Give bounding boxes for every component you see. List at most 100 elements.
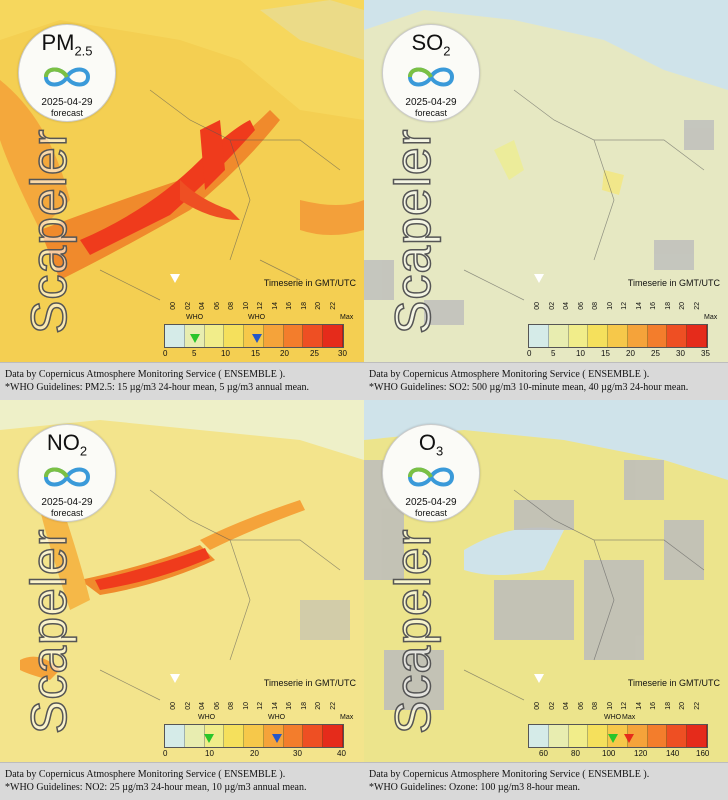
- scale-label: 15: [601, 349, 610, 358]
- footer-who-guidelines: *WHO Guidelines: Ozone: 100 µg/m3 8-hour…: [369, 782, 580, 793]
- watermark: Scapeler: [384, 128, 442, 335]
- timeserie-label: Timeserie in GMT/UTC: [627, 278, 720, 288]
- scale-label: 60: [539, 749, 548, 758]
- so2-colorbar: [528, 324, 708, 348]
- hour-tick: 00: [534, 702, 541, 710]
- hour-tick: 22: [329, 302, 337, 310]
- pm25-badge: PM2.5 2025-04-29 forecast: [18, 24, 116, 122]
- footer-source: Data by Copernicus Atmosphere Monitoring…: [5, 769, 286, 780]
- hour-tick: 18: [300, 302, 308, 310]
- hour-tick: 10: [242, 302, 250, 310]
- timeserie-label: Timeserie in GMT/UTC: [263, 678, 356, 688]
- hour-tick: 02: [184, 302, 192, 310]
- hour-tick: 04: [563, 702, 570, 710]
- pm25-hour-ticks: 00 02 04 06 08 10 12 14 16 18 20 22: [170, 302, 350, 322]
- hour-tick: 16: [286, 302, 293, 310]
- who-marker-blue-icon: [252, 334, 262, 343]
- scale-label: 10: [205, 749, 214, 758]
- hour-tick: 18: [300, 702, 308, 710]
- who-label: WHO: [268, 714, 286, 721]
- scale-label: 15: [251, 349, 260, 358]
- time-marker-icon: [534, 674, 544, 683]
- scale-label: 25: [310, 349, 319, 358]
- scapeler-logo-icon: [407, 467, 455, 487]
- scale-label: 35: [701, 349, 710, 358]
- who-label: WHO: [248, 314, 266, 321]
- no2-footer: Data by Copernicus Atmosphere Monitoring…: [0, 762, 364, 800]
- hour-tick: 20: [679, 302, 686, 310]
- hour-tick: 14: [271, 702, 279, 710]
- pm25-date: 2025-04-29: [41, 97, 93, 109]
- scapeler-logo-icon: [43, 467, 91, 487]
- no2-hour-ticks: 00 02 04 06 08 10 12 14 16 18 20 22: [170, 702, 350, 722]
- o3-colorbar: [528, 724, 708, 748]
- panel-pm25: PM2.5 2025-04-29 forecast Scapeler Times…: [0, 0, 364, 400]
- scapeler-logo-icon: [43, 67, 91, 87]
- who-marker-green-icon: [190, 334, 200, 343]
- max-label: Max: [340, 714, 354, 721]
- panel-no2: NO2 2025-04-29 forecast Scapeler Timeser…: [0, 400, 364, 800]
- hour-tick: 06: [577, 702, 585, 710]
- hour-tick: 22: [693, 302, 701, 310]
- hour-tick: 22: [693, 702, 701, 710]
- so2-badge: SO2 2025-04-29 forecast: [382, 24, 480, 122]
- scale-label: 120: [634, 749, 648, 758]
- no2-date: 2025-04-29: [41, 497, 93, 509]
- footer-who-guidelines: *WHO Guidelines: PM2.5: 15 µg/m3 24-hour…: [5, 382, 309, 393]
- no2-badge: NO2 2025-04-29 forecast: [18, 424, 116, 522]
- footer-source: Data by Copernicus Atmosphere Monitoring…: [369, 769, 650, 780]
- pm25-forecast-label: forecast: [50, 108, 83, 119]
- pm25-map: [0, 0, 364, 362]
- time-marker-icon: [170, 674, 180, 683]
- hour-tick: 16: [650, 302, 657, 310]
- hour-tick: 10: [606, 302, 614, 310]
- timeserie-label: Timeserie in GMT/UTC: [263, 278, 356, 288]
- scale-label: 80: [571, 749, 580, 758]
- no2-pollutant-label: NO2: [46, 430, 88, 459]
- hour-tick: 18: [664, 302, 672, 310]
- hour-tick: 22: [329, 702, 337, 710]
- footer-source: Data by Copernicus Atmosphere Monitoring…: [5, 369, 286, 380]
- scale-label: 40: [337, 749, 346, 758]
- o3-map: [364, 400, 728, 762]
- hour-tick: 08: [228, 702, 235, 710]
- o3-badge: O3 2025-04-29 forecast: [382, 424, 480, 522]
- hour-tick: 08: [228, 302, 235, 310]
- who-label: WHO: [198, 714, 216, 721]
- scale-label: 140: [666, 749, 680, 758]
- hour-tick: 02: [548, 302, 556, 310]
- pm25-colorbar: [164, 324, 344, 348]
- o3-date: 2025-04-29: [405, 497, 457, 509]
- scapeler-logo-icon: [407, 67, 455, 87]
- hour-tick: 00: [170, 702, 177, 710]
- hour-tick: 14: [635, 702, 643, 710]
- who-marker-green-icon: [204, 734, 214, 743]
- hour-tick: 16: [650, 702, 657, 710]
- hour-tick: 20: [315, 302, 322, 310]
- scale-label: 30: [338, 349, 347, 358]
- max-label: Max: [704, 314, 718, 321]
- scale-label: 5: [192, 349, 197, 358]
- hour-tick: 14: [271, 302, 279, 310]
- hour-tick: 12: [621, 702, 628, 710]
- hour-tick: 04: [563, 302, 570, 310]
- hour-tick: 16: [286, 702, 293, 710]
- hour-tick: 10: [242, 702, 250, 710]
- hour-tick: 12: [257, 302, 264, 310]
- max-marker-red-icon: [624, 734, 634, 743]
- who-label: WHO: [186, 314, 204, 321]
- hour-tick: 02: [548, 702, 556, 710]
- o3-hour-ticks: 00 02 04 06 08 10 12 14 16 18 20 22: [534, 702, 714, 722]
- hour-tick: 20: [679, 702, 686, 710]
- max-label: Max: [622, 714, 636, 721]
- hour-tick: 12: [257, 702, 264, 710]
- watermark: Scapeler: [20, 528, 78, 735]
- watermark: Scapeler: [384, 528, 442, 735]
- scale-label: 20: [280, 349, 289, 358]
- scale-label: 10: [576, 349, 585, 358]
- timeserie-label: Timeserie in GMT/UTC: [627, 678, 720, 688]
- hour-tick: 00: [534, 302, 541, 310]
- hour-tick: 08: [592, 302, 599, 310]
- scale-label: 100: [602, 749, 616, 758]
- scale-label: 5: [551, 349, 556, 358]
